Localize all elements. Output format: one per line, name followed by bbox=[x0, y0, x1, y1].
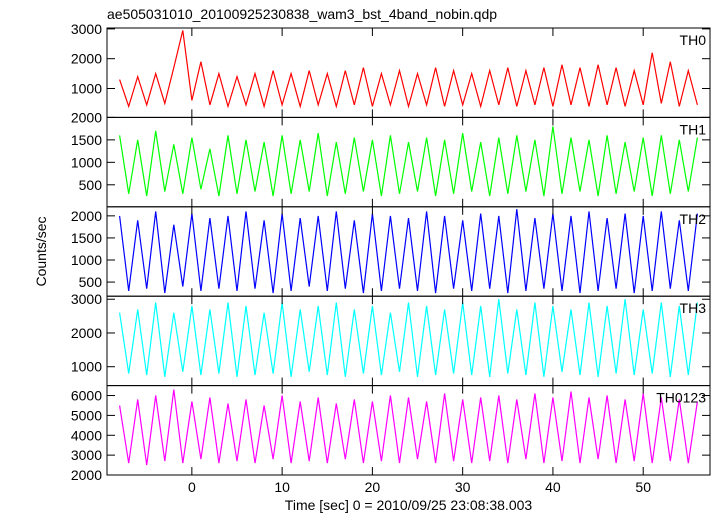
y-tick-label: 2000 bbox=[71, 109, 102, 125]
x-tick-label: 0 bbox=[188, 479, 196, 495]
data-line bbox=[119, 126, 698, 197]
y-tick-label: 1000 bbox=[71, 359, 102, 375]
y-tick-label: 3000 bbox=[71, 447, 102, 463]
series-label: TH0 bbox=[680, 32, 707, 48]
y-tick-label: 3000 bbox=[71, 291, 102, 307]
x-axis-label: Time [sec] 0 = 2010/09/25 23:08:38.003 bbox=[285, 497, 533, 513]
y-tick-label: 6000 bbox=[71, 388, 102, 404]
y-tick-label: 2000 bbox=[71, 467, 102, 483]
series-label: TH3 bbox=[680, 300, 707, 316]
x-tick-label: 50 bbox=[635, 479, 651, 495]
y-tick-label: 1000 bbox=[71, 154, 102, 170]
chart-title: ae505031010_20100925230838_wam3_bst_4ban… bbox=[107, 6, 497, 22]
y-tick-label: 1500 bbox=[71, 230, 102, 246]
y-tick-label: 5000 bbox=[71, 407, 102, 423]
data-line bbox=[119, 299, 698, 377]
x-tick-label: 40 bbox=[545, 479, 561, 495]
y-tick-label: 2000 bbox=[71, 325, 102, 341]
data-line bbox=[119, 389, 698, 466]
x-tick-label: 10 bbox=[274, 479, 290, 495]
y-tick-label: 500 bbox=[79, 177, 103, 193]
y-tick-label: 4000 bbox=[71, 427, 102, 443]
y-tick-label: 2000 bbox=[71, 208, 102, 224]
y-tick-label: 1000 bbox=[71, 80, 102, 96]
series-label: TH0123 bbox=[656, 390, 706, 406]
y-tick-label: 1000 bbox=[71, 252, 102, 268]
y-tick-label: 3000 bbox=[71, 21, 102, 37]
y-tick-label: 500 bbox=[79, 274, 103, 290]
x-tick-label: 30 bbox=[455, 479, 471, 495]
series-label: TH2 bbox=[680, 211, 707, 227]
data-line bbox=[119, 209, 698, 294]
panel-frame bbox=[106, 385, 711, 476]
series-label: TH1 bbox=[680, 121, 707, 137]
y-axis-label: Counts/sec bbox=[33, 216, 49, 286]
y-tick-label: 1500 bbox=[71, 132, 102, 148]
x-tick-label: 20 bbox=[365, 479, 381, 495]
data-line bbox=[119, 30, 698, 109]
y-tick-label: 2000 bbox=[71, 51, 102, 67]
